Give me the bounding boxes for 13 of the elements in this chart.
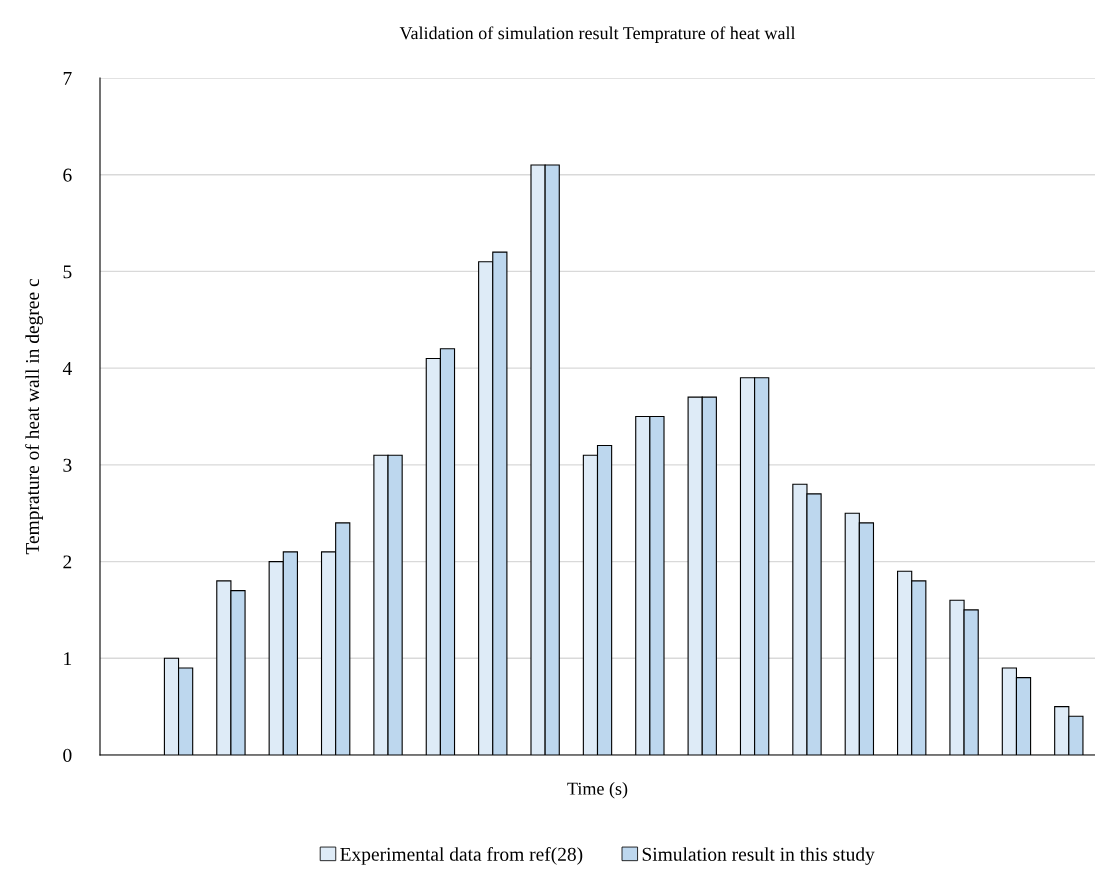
y-tick-label: 4 bbox=[62, 362, 72, 375]
y-tick-label: 2 bbox=[63, 555, 72, 569]
chart-title: Validation of simulation result Temprature of heat wall bbox=[399, 26, 796, 43]
y-tick-label: 1 bbox=[64, 652, 72, 666]
y-tick-label: 6 bbox=[63, 168, 72, 182]
y-tick-label: 5 bbox=[63, 265, 72, 279]
legend-label: Simulation result in this study bbox=[642, 847, 875, 865]
y-axis-title: Temprature of heat wall in degree c bbox=[25, 279, 44, 555]
legend-label: Experimental data from ref(28) bbox=[340, 846, 583, 865]
y-tick-label: 3 bbox=[63, 458, 72, 472]
y-tick-label: 0 bbox=[63, 748, 72, 762]
y-tick-label: 7 bbox=[63, 72, 72, 85]
x-axis-title: Time (s) bbox=[567, 782, 628, 799]
